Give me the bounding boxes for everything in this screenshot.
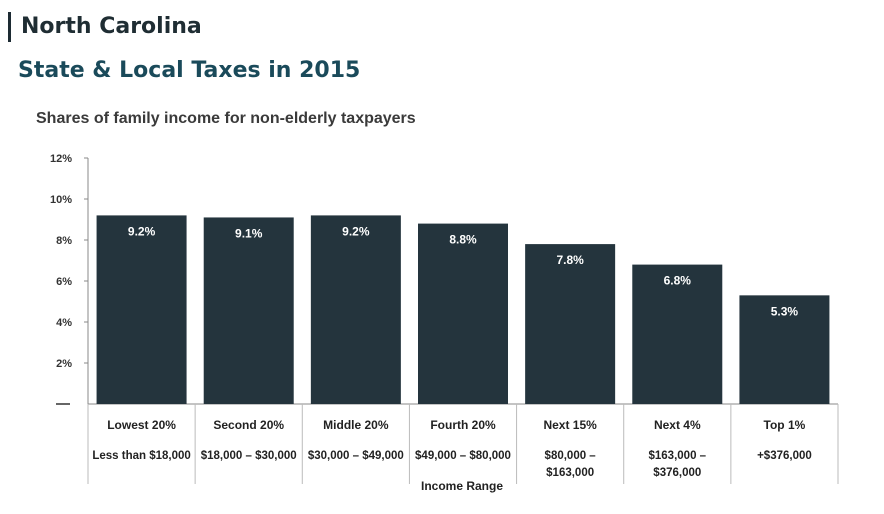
report-title: State & Local Taxes in 2015 <box>18 58 361 83</box>
chart-title: Shares of family income for non-elderly … <box>36 110 416 127</box>
bar <box>310 215 401 404</box>
y-tick-label: 12% <box>50 153 72 165</box>
income-range-label: $376,000 <box>653 467 701 479</box>
data-label: 9.2% <box>128 224 156 238</box>
category-label: Next 15% <box>543 418 597 432</box>
income-range-label: $163,000 <box>546 467 594 479</box>
category-label: Middle 20% <box>323 418 389 432</box>
bar <box>739 295 830 404</box>
bar <box>632 264 723 404</box>
data-label: 8.8% <box>449 233 477 247</box>
income-range-label: +$376,000 <box>757 450 812 462</box>
bar <box>96 215 187 404</box>
bar <box>203 217 294 404</box>
state-name: North Carolina <box>8 12 202 42</box>
income-range-label: Less than $18,000 <box>92 450 190 462</box>
category-label: Top 1% <box>764 418 806 432</box>
income-range-label: $30,000 – $49,000 <box>308 450 404 462</box>
y-tick-label: 10% <box>50 194 72 206</box>
data-label: 9.1% <box>235 226 263 240</box>
category-label: Lowest 20% <box>107 418 176 432</box>
income-range-label: $49,000 – $80,000 <box>415 450 511 462</box>
chart-x-labels: Lowest 20% Less than $18,000 Second 20% $18… <box>87 404 839 484</box>
income-range-label: $18,000 – $30,000 <box>201 450 297 462</box>
category-label: Fourth 20% <box>430 418 496 432</box>
x-axis-label: Income Range <box>421 479 503 493</box>
data-label: 7.8% <box>556 253 584 267</box>
data-label: 6.8% <box>664 274 692 288</box>
chart-bars: 9.2% 9.1% 9.2% 8.8% 7.8% 6.8% 5.3% <box>96 215 830 404</box>
y-tick-label: 4% <box>56 317 72 329</box>
y-tick-label: 8% <box>56 235 72 247</box>
bar <box>525 244 616 404</box>
data-label: 5.3% <box>771 304 799 318</box>
category-label: Second 20% <box>213 418 284 432</box>
bar <box>418 223 508 404</box>
y-tick-label: 2% <box>56 358 72 370</box>
data-label: 9.2% <box>342 224 370 238</box>
chart-axes: 2% 4% 6% 8% 10% 12% <box>50 153 838 405</box>
income-range-label: $163,000 – <box>649 450 707 462</box>
category-label: Next 4% <box>654 418 701 432</box>
y-tick-label: 6% <box>56 276 72 288</box>
income-range-label: $80,000 – <box>545 450 597 462</box>
